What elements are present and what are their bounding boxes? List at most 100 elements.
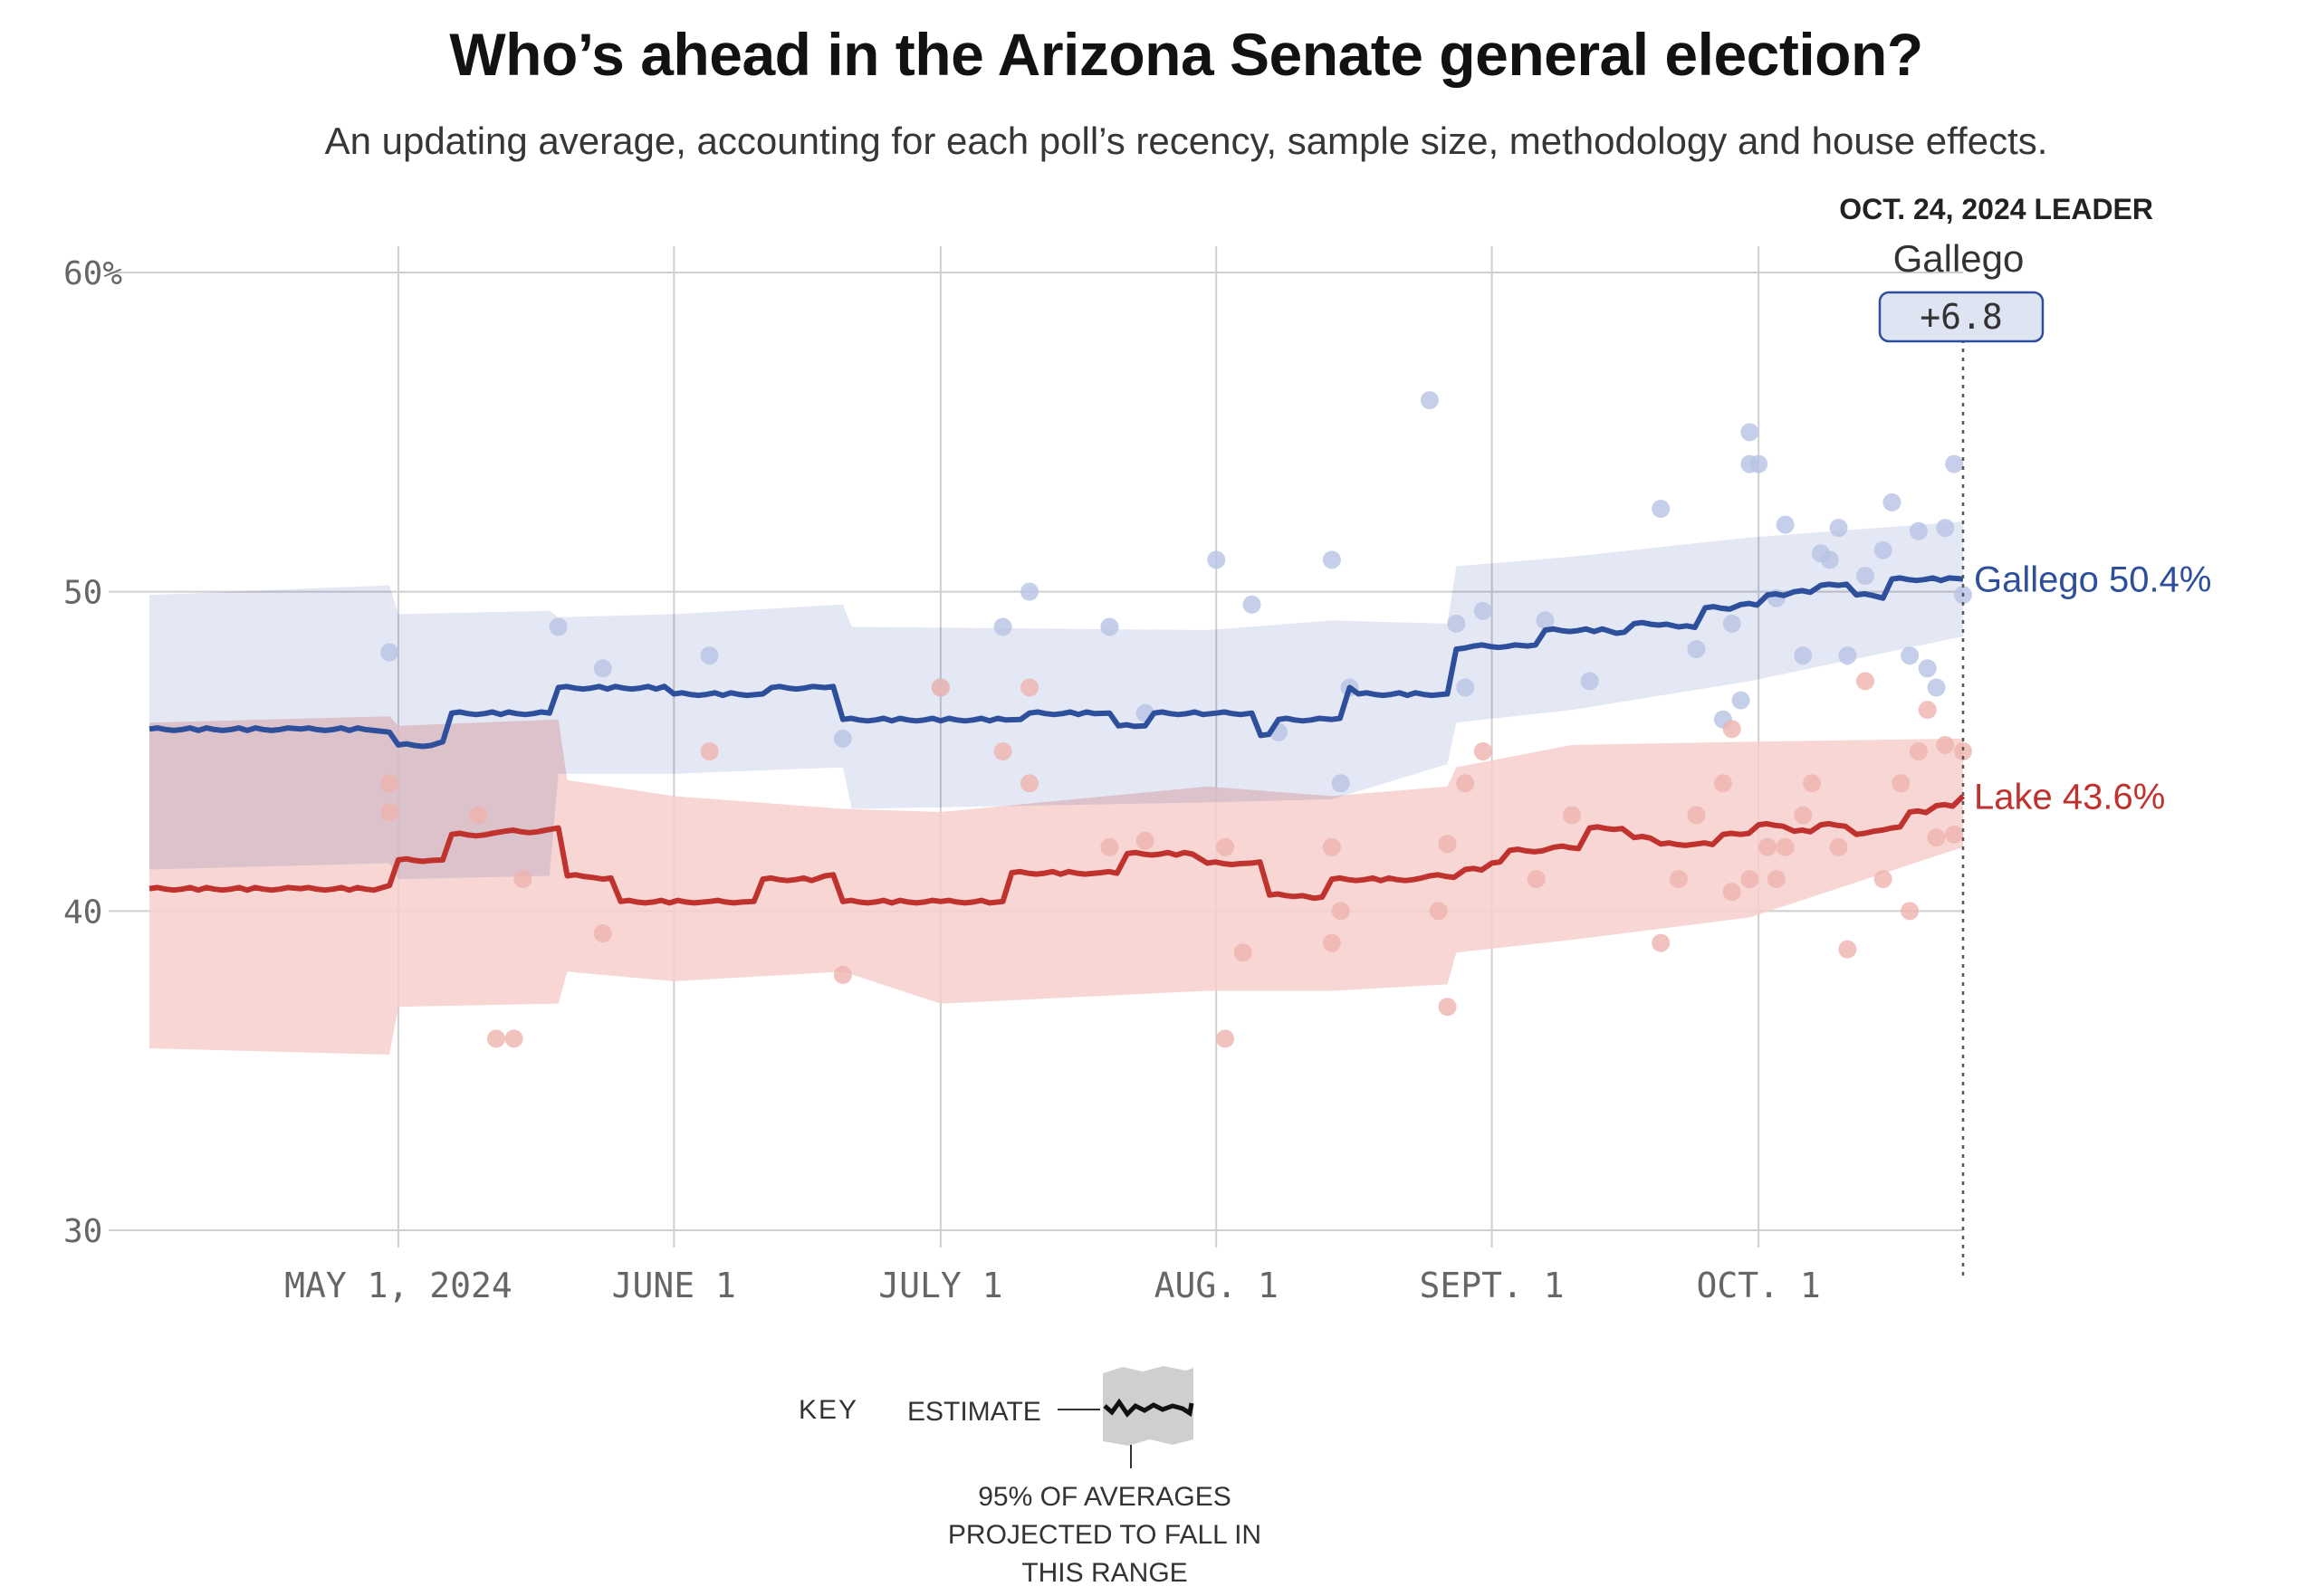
lake-poll-dot [1892,774,1911,793]
lake-poll-dot [1438,998,1457,1017]
gallego-poll-dot [380,643,399,662]
lake-poll-dot [1901,902,1920,921]
x-tick-label: SEPT. 1 [1420,1266,1565,1305]
lake-poll-dot [1322,837,1341,856]
lake-poll-dot [513,870,532,889]
lake-poll-dot [700,742,719,760]
lake-poll-dot [1936,735,1955,754]
lake-poll-dot [1740,870,1759,889]
gallego-poll-dot [1331,774,1350,793]
gallego-poll-dot [1829,519,1848,538]
average-lines [148,321,1966,1276]
lake-poll-dot [1331,902,1350,921]
lake-poll-dot [1838,940,1857,959]
gallego-poll-dot [1207,550,1226,569]
lake-poll-dot [1438,835,1457,854]
lake-poll-dot [993,742,1012,760]
gallego-poll-dot [1749,454,1768,473]
lake-poll-dot [380,803,399,822]
lake-average-line [148,794,1966,906]
gallego-poll-dot [1776,515,1795,534]
gallego-poll-dot [993,617,1012,636]
chart-title: Who’s ahead in the Arizona Senate genera… [449,21,1923,88]
key-label: KEY [799,1395,858,1425]
gallego-poll-dot [1580,672,1599,691]
uncertainty-bands [149,521,1963,1055]
lake-poll-dot [1020,678,1039,697]
gallego-average-line [148,575,1964,750]
x-tick-label: JUNE 1 [612,1266,736,1305]
lake-poll-dot [1776,837,1795,856]
lake-poll-dot [486,1029,505,1048]
key-legend: KEY ESTIMATE 95% OF AVERAGES PROJECTED T… [799,1366,1261,1588]
lake-poll-dot [469,806,488,825]
x-tick-label: JULY 1 [878,1266,1002,1305]
lake-poll-dot [1713,774,1732,793]
leader-box: OCT. 24, 2024 LEADER Gallego +6.8 [1839,193,2153,343]
gallego-poll-dot [1918,659,1937,678]
gallego-poll-dot [833,729,852,748]
gallego-poll-dot [1536,611,1555,630]
lake-poll-dot [1687,806,1706,825]
y-tick-label: 60% [63,255,122,292]
y-tick-label: 30 [63,1213,102,1250]
gallego-poll-dot [1909,521,1928,540]
lake-poll-dot [380,774,399,793]
key-range-label-3: THIS RANGE [1021,1558,1187,1588]
lake-range-band [149,716,1963,1055]
end-labels: Gallego 50.4% Lake 43.6% [1974,560,2211,817]
poll-dots [380,391,1972,1048]
lake-poll-dot [1429,902,1448,921]
gallego-poll-dot [1447,614,1466,633]
lake-poll-dot [593,924,612,943]
gallego-poll-dot [1473,601,1492,620]
gallego-poll-dot [1100,617,1119,636]
gallego-poll-dot [1838,646,1857,665]
lake-poll-dot [1100,837,1119,856]
y-tick-label: 50 [63,575,102,612]
lake-poll-dot [833,965,852,984]
key-range-label-1: 95% OF AVERAGES [978,1482,1231,1512]
lake-poll-dot [1527,870,1546,889]
y-tick-label: 40 [63,894,102,931]
gallego-poll-dot [1820,550,1839,569]
axes: 30 40 50 60% MAY 1, 2024 JUNE 1 JULY 1 AUG. 1 SE… [63,255,1821,1305]
lake-poll-dot [1954,742,1972,760]
chart-subtitle: An updating average, accounting for each… [324,119,2048,162]
lake-poll-dot [1722,883,1741,902]
lake-poll-dot [1945,825,1964,844]
gallego-poll-dot [700,646,719,665]
gallego-poll-dot [1740,423,1759,442]
gallego-poll-dot [549,617,568,636]
gallego-poll-dot [1456,678,1475,697]
key-range-label-2: PROJECTED TO FALL IN [948,1520,1261,1550]
lake-poll-dot [1233,943,1252,962]
gallego-poll-dot [1687,640,1706,659]
lake-poll-dot [1873,870,1892,889]
x-tick-label: AUG. 1 [1154,1266,1279,1305]
lake-poll-dot [1216,837,1235,856]
x-tick-label: MAY 1, 2024 [284,1266,512,1305]
gallego-poll-dot [1242,595,1261,614]
gallego-poll-dot [1873,540,1892,559]
gallego-poll-dot [1936,519,1955,538]
lake-poll-dot [1758,837,1777,856]
lake-poll-dot [1216,1029,1235,1048]
leader-name: Gallego [1893,237,2025,280]
gallego-poll-dot [1652,499,1671,518]
lake-poll-dot [1767,870,1786,889]
lake-poll-dot [1669,870,1688,889]
lake-poll-dot [1918,701,1937,720]
lake-poll-dot [1722,720,1741,739]
lake-poll-dot [1909,742,1928,760]
lake-poll-dot [931,678,950,697]
gallego-poll-dot [593,659,612,678]
lake-poll-dot [1020,774,1039,793]
lake-end-label: Lake 43.6% [1974,777,2165,817]
lake-poll-dot [504,1029,523,1048]
gallego-poll-dot [1420,391,1439,410]
leader-margin-value: +6.8 [1920,297,2003,337]
key-estimate-label: ESTIMATE [907,1397,1041,1427]
lake-poll-dot [1562,806,1581,825]
